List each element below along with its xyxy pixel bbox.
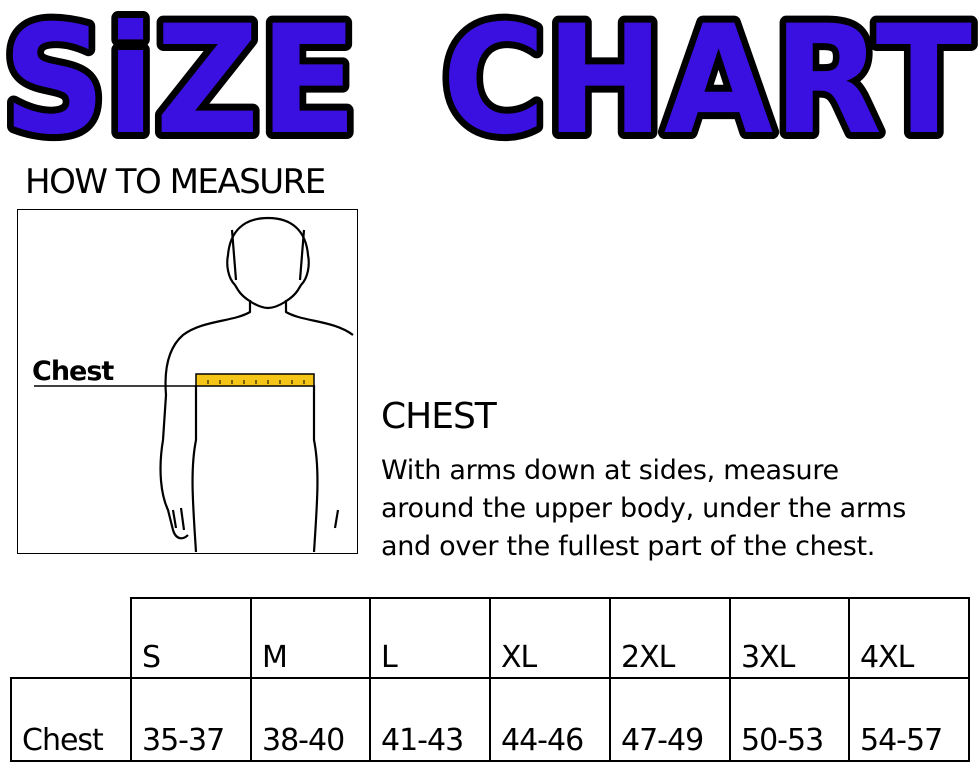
chest-value-cell: 47-49 [609, 677, 731, 762]
chest-value: 35-37 [142, 723, 225, 758]
row-label-chest: Chest [22, 723, 104, 758]
size-header-cell: M [250, 597, 371, 679]
size-header-cell: L [369, 597, 491, 679]
chest-value-cell: 44-46 [489, 677, 611, 762]
chest-value-cell: 35-37 [130, 677, 252, 762]
chest-value-cell: 41-43 [369, 677, 491, 762]
size-chart-title: SiZE CHART [0, 0, 978, 150]
size-header-cell: XL [489, 597, 611, 679]
how-to-measure-heading: HOW TO MEASURE [25, 162, 326, 202]
size-label: M [262, 640, 288, 675]
chest-instructions: With arms down at sides, measure around … [381, 452, 978, 566]
chest-heading: CHEST [381, 396, 497, 437]
figure-chest-label: Chest [32, 356, 114, 387]
size-label: 2XL [621, 640, 675, 675]
size-label: S [142, 640, 161, 675]
size-header-cell: 3XL [729, 597, 850, 679]
instruction-line: With arms down at sides, measure [381, 455, 839, 486]
chest-value: 38-40 [262, 723, 345, 758]
chest-value: 50-53 [741, 723, 824, 758]
size-label: L [381, 640, 398, 675]
instruction-line: and over the fullest part of the chest. [381, 531, 876, 562]
title-word-size: SiZE [3, 0, 358, 150]
size-header-cell: S [130, 597, 252, 679]
measuring-tape-icon [195, 373, 315, 387]
chest-value-cell: 50-53 [729, 677, 850, 762]
size-header-cell: 2XL [609, 597, 731, 679]
chest-value-cell: 38-40 [250, 677, 371, 762]
size-label: 4XL [860, 640, 914, 675]
size-label: XL [501, 640, 537, 675]
chest-value: 44-46 [501, 723, 584, 758]
row-label-cell: Chest [10, 677, 132, 762]
size-label: 3XL [741, 640, 795, 675]
size-header-cell: 4XL [848, 597, 970, 679]
chest-value: 54-57 [860, 723, 943, 758]
instruction-line: around the upper body, under the arms [381, 493, 907, 524]
measurement-figure: Chest [17, 209, 358, 554]
title-word-chart: CHART [442, 0, 972, 150]
body-outline-illustration [34, 216, 354, 553]
chest-value: 47-49 [621, 723, 704, 758]
chest-value: 41-43 [381, 723, 464, 758]
chest-value-cell: 54-57 [848, 677, 970, 762]
